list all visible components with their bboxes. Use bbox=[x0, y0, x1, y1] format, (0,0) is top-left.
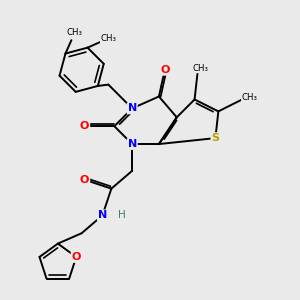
Text: S: S bbox=[212, 133, 219, 143]
Text: O: O bbox=[80, 175, 89, 185]
Text: N: N bbox=[128, 139, 137, 149]
Text: H: H bbox=[118, 210, 126, 220]
Text: N: N bbox=[128, 103, 137, 113]
Text: O: O bbox=[80, 121, 89, 131]
Text: CH₃: CH₃ bbox=[193, 64, 208, 73]
Text: CH₃: CH₃ bbox=[100, 34, 116, 43]
Text: CH₃: CH₃ bbox=[242, 94, 258, 103]
Text: O: O bbox=[71, 252, 81, 262]
Text: N: N bbox=[98, 210, 107, 220]
Text: CH₃: CH₃ bbox=[66, 28, 82, 37]
Text: O: O bbox=[160, 65, 170, 75]
